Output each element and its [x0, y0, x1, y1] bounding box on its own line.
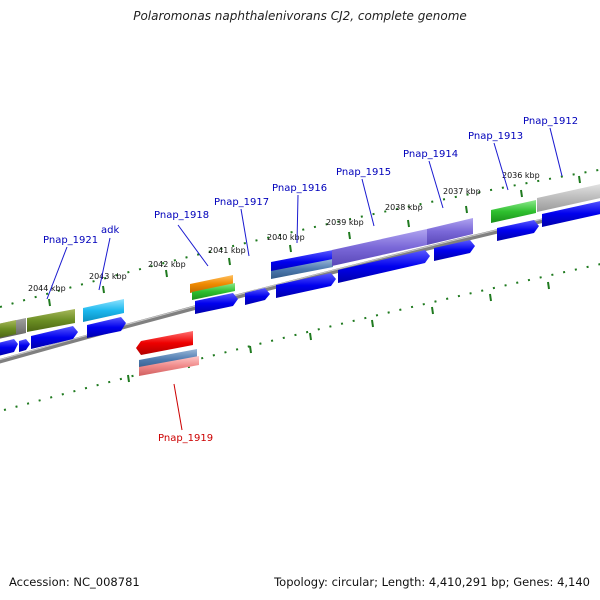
gene-label-pnap-1917[interactable]: Pnap_1917 — [214, 197, 269, 208]
cds-arrow[interactable] — [245, 288, 270, 305]
feature-bar-green[interactable] — [491, 200, 536, 223]
cds-arrow-reverse[interactable] — [136, 331, 193, 355]
kbp-scale-track — [0, 168, 600, 308]
kbp-label-2044: 2044 kbp — [28, 284, 66, 293]
kbp-label-2042: 2042 kbp — [148, 260, 186, 269]
kbp-label-2038: 2038 kbp — [385, 203, 423, 212]
gene-label-pnap-1919[interactable]: Pnap_1919 — [158, 433, 213, 444]
kbp-label-2040: 2040 kbp — [267, 233, 305, 242]
feature-bar-green[interactable] — [192, 283, 235, 300]
gene-label-pnap-1921[interactable]: Pnap_1921 — [43, 235, 98, 246]
cds-arrow[interactable] — [195, 293, 238, 314]
feature-bar-pink[interactable] — [139, 356, 199, 376]
gene-label-pnap-1915[interactable]: Pnap_1915 — [336, 167, 391, 178]
genome-stats-label: Topology: circular; Length: 4,410,291 bp… — [274, 575, 590, 589]
cds-arrow[interactable] — [19, 339, 30, 352]
feature-bar-purple[interactable] — [332, 229, 427, 266]
forward-feature-track — [0, 183, 600, 339]
cds-arrow[interactable] — [31, 326, 78, 349]
gene-label-pnap-1914[interactable]: Pnap_1914 — [403, 149, 458, 160]
kbp-label-2039: 2039 kbp — [326, 218, 364, 227]
kbp-label-2043: 2043 kbp — [89, 272, 127, 281]
feature-bar-orange[interactable] — [190, 275, 233, 293]
feature-bar-olive[interactable] — [0, 320, 16, 338]
kbp-label-2036: 2036 kbp — [502, 171, 540, 180]
label-leader-lines — [46, 127, 563, 431]
gene-label-pnap-1918[interactable]: Pnap_1918 — [154, 210, 209, 221]
cds-arrow[interactable] — [87, 317, 126, 338]
gene-label-pnap-1913[interactable]: Pnap_1913 — [468, 131, 523, 142]
gene-label-pnap-1912[interactable]: Pnap_1912 — [523, 116, 578, 127]
cds-arrow[interactable] — [542, 200, 600, 227]
feature-bar-steel[interactable] — [271, 259, 333, 279]
reverse-feature-track — [136, 331, 199, 376]
feature-bar-cyan[interactable] — [83, 299, 124, 322]
cds-arrow[interactable] — [338, 250, 430, 283]
gene-label-adk[interactable]: adk — [101, 225, 119, 236]
kbp-label-2041: 2041 kbp — [208, 246, 246, 255]
cds-arrow[interactable] — [434, 240, 475, 261]
kbp-major-ticks — [48, 175, 581, 307]
feature-bar-purple[interactable] — [427, 218, 473, 245]
gene-label-pnap-1916[interactable]: Pnap_1916 — [272, 183, 327, 194]
cds-arrow[interactable] — [0, 339, 18, 356]
lower-major-ticks — [127, 281, 550, 383]
accession-label: Accession: NC_008781 — [9, 575, 140, 589]
feature-bar-light-gray[interactable] — [537, 183, 600, 212]
forward-cds-track — [0, 200, 600, 356]
map-title: Polaromonas naphthalenivorans CJ2, compl… — [133, 9, 467, 23]
feature-bar-olive[interactable] — [27, 309, 75, 332]
scale-minor-ticks — [0, 168, 600, 308]
kbp-label-2037: 2037 kbp — [443, 187, 481, 196]
cds-arrow[interactable] — [497, 220, 539, 241]
cds-arrow[interactable] — [276, 273, 336, 298]
